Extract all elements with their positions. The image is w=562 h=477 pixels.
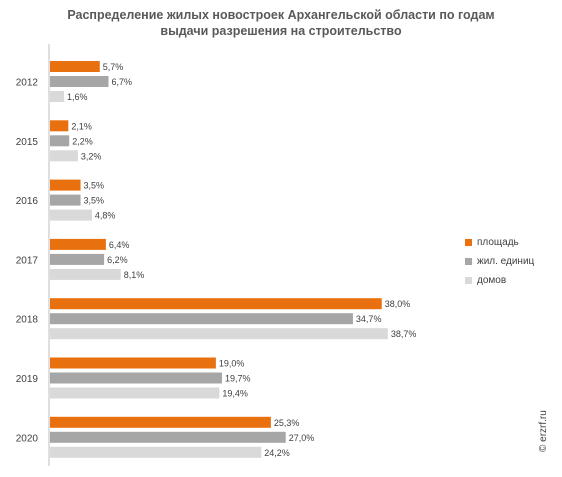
data-label-2016-series-2: 4,8%	[95, 211, 116, 221]
data-label-2020-series-0: 25,3%	[274, 418, 300, 428]
legend-label-units: жил. единиц	[477, 256, 535, 267]
data-label-2019-series-1: 19,7%	[225, 374, 251, 384]
category-label-2017: 2017	[16, 255, 39, 266]
bar-2012-series-2	[50, 91, 64, 102]
legend-swatch-units	[465, 258, 472, 265]
data-label-2018-series-2: 38,7%	[391, 329, 417, 339]
bar-2015-series-0	[50, 120, 69, 132]
chart-title-line-1: Распределение жилых новостроек Архангель…	[67, 8, 495, 22]
data-label-2015-series-2: 3,2%	[81, 151, 102, 161]
bar-2016-series-0	[50, 179, 81, 191]
legend-item-area: площадь	[465, 233, 534, 252]
bar-2020-series-1	[50, 431, 286, 443]
data-label-2017-series-0: 6,4%	[109, 240, 130, 250]
data-label-2018-series-0: 38,0%	[385, 299, 411, 309]
bar-2018-series-1	[50, 313, 353, 325]
category-label-2018: 2018	[16, 315, 39, 326]
bar-2012-series-1	[50, 76, 109, 87]
bar-2015-series-2	[50, 150, 78, 162]
data-label-2015-series-0: 2,1%	[71, 121, 92, 131]
category-label-2016: 2016	[16, 196, 39, 207]
legend-label-area: площадь	[477, 237, 519, 248]
data-label-2016-series-0: 3,5%	[84, 181, 105, 191]
bar-2017-series-1	[50, 253, 105, 265]
category-label-2019: 2019	[16, 374, 39, 385]
data-label-2017-series-2: 8,1%	[124, 270, 145, 280]
legend-swatch-area	[465, 239, 472, 246]
bar-2016-series-2	[50, 209, 92, 221]
bar-2019-series-1	[50, 372, 222, 384]
data-label-2017-series-1: 6,2%	[107, 255, 128, 265]
bar-2020-series-0	[50, 416, 271, 428]
legend-swatch-houses	[465, 277, 472, 284]
bar-2016-series-1	[50, 194, 81, 206]
data-label-2012-series-1: 6,7%	[111, 77, 132, 87]
legend: площадь жил. единиц домов	[465, 233, 534, 290]
data-label-2012-series-2: 1,6%	[67, 92, 88, 102]
data-label-2019-series-2: 19,4%	[222, 389, 248, 399]
legend-item-houses: домов	[465, 271, 534, 290]
category-label-2015: 2015	[16, 137, 39, 148]
data-label-2016-series-1: 3,5%	[84, 196, 105, 206]
legend-item-units: жил. единиц	[465, 252, 534, 271]
chart-title-line-2: выдачи разрешения на строительство	[160, 24, 402, 38]
data-label-2012-series-0: 5,7%	[103, 62, 124, 72]
data-label-2020-series-1: 27,0%	[289, 433, 315, 443]
category-label-2012: 2012	[16, 78, 39, 89]
bar-2020-series-2	[50, 446, 262, 458]
bar-2018-series-0	[50, 298, 382, 310]
bar-2019-series-2	[50, 387, 220, 399]
chart-title: Распределение жилых новостроек Архангель…	[0, 7, 562, 39]
bar-2018-series-2	[50, 328, 388, 340]
legend-label-houses: домов	[477, 275, 507, 286]
category-label-2020: 2020	[16, 433, 39, 444]
bar-2017-series-0	[50, 238, 106, 250]
data-label-2015-series-1: 2,2%	[72, 136, 93, 146]
data-label-2018-series-1: 34,7%	[356, 314, 382, 324]
watermark: © erzrf.ru	[538, 410, 549, 452]
data-label-2019-series-0: 19,0%	[219, 359, 245, 369]
bar-2012-series-0	[50, 61, 100, 72]
bar-2015-series-1	[50, 135, 70, 147]
data-label-2020-series-2: 24,2%	[264, 448, 290, 458]
bar-2017-series-2	[50, 268, 121, 280]
bar-2019-series-0	[50, 357, 216, 369]
